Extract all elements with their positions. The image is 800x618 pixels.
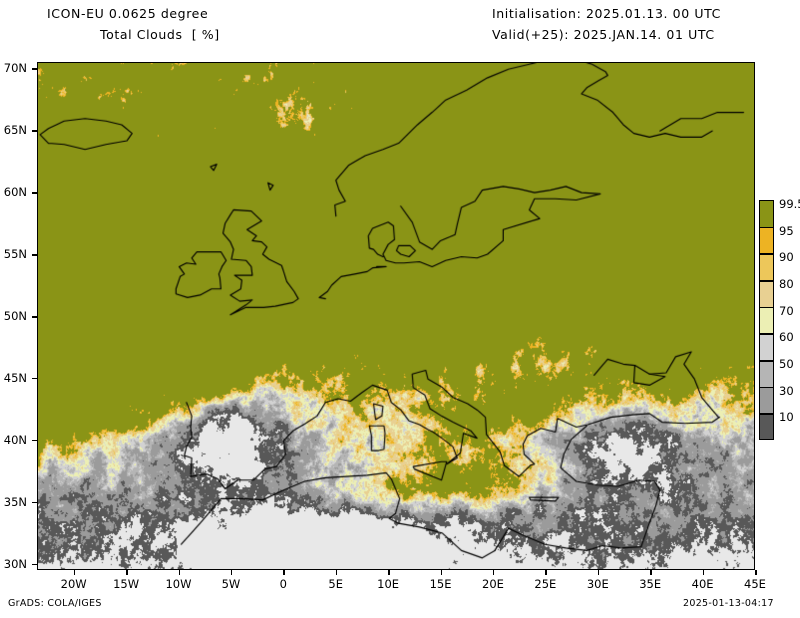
colorbar-label: 80 (779, 277, 794, 291)
x-tick-mark (702, 570, 705, 575)
x-tick-mark (178, 570, 180, 575)
colorbar-tick (759, 306, 774, 309)
initialisation-time: Initialisation: 2025.01.13. 00 UTC (492, 6, 721, 21)
colorbar-label: 90 (779, 250, 794, 265)
y-tick-label: 55N (3, 247, 27, 262)
x-tick-label: 0 (279, 577, 287, 591)
x-tick-label: 5E (328, 577, 344, 591)
y-tick-label: 60N (3, 185, 27, 200)
y-tick-mark (32, 316, 37, 318)
colorbar-label: 50 (779, 357, 794, 371)
x-tick-label: 20W (60, 577, 87, 591)
y-tick-label: 40N (3, 432, 27, 447)
x-tick-mark (230, 570, 233, 575)
colorbar (759, 200, 774, 440)
x-tick-label: 10E (377, 577, 400, 591)
x-tick-mark (335, 570, 338, 575)
model-title: ICON-EU 0.0625 degree (47, 6, 209, 21)
colorbar-label: 60 (779, 330, 794, 345)
colorbar-label: 30 (779, 383, 794, 398)
x-tick-mark (283, 570, 285, 575)
map-plot-area (37, 62, 755, 570)
x-tick-label: 15W (113, 577, 140, 591)
colorbar-label: 70 (779, 303, 794, 318)
colorbar-tick (759, 280, 774, 282)
y-tick-label: 30N (3, 556, 27, 571)
y-tick-mark (32, 68, 37, 70)
colorbar-tick (759, 253, 774, 255)
x-tick-mark (597, 570, 600, 575)
y-tick-mark (32, 377, 37, 380)
field-title: Total Clouds [ %] (100, 27, 220, 42)
x-tick-label: 25E (534, 577, 557, 591)
x-tick-label: 20E (482, 577, 504, 591)
x-tick-label: 15E (429, 577, 452, 591)
colorbar-tick (759, 226, 774, 229)
colorbar-tick (759, 386, 774, 389)
cloud-cover-map (38, 63, 754, 569)
colorbar-label: 99.5 (779, 197, 800, 211)
colorbar-tick (759, 333, 774, 335)
y-tick-mark (32, 439, 37, 442)
y-tick-mark (32, 192, 37, 194)
colorbar-label: 10 (779, 410, 794, 425)
x-tick-mark (545, 570, 547, 575)
y-tick-mark (32, 130, 37, 132)
x-tick-label: 45E (744, 577, 766, 591)
colorbar-tick (759, 360, 774, 362)
footer-credit: GrADS: COLA/IGES (8, 598, 102, 609)
y-tick-label: 50N (3, 309, 27, 323)
colorbar-tick (759, 413, 774, 415)
x-tick-label: 5W (221, 577, 241, 591)
x-tick-mark (73, 570, 76, 575)
colorbar-band (759, 253, 774, 280)
y-tick-mark (32, 501, 37, 504)
x-tick-mark (440, 570, 443, 575)
colorbar-band (759, 200, 774, 227)
y-tick-label: 45N (3, 370, 27, 385)
y-tick-mark (32, 563, 37, 566)
y-tick-label: 65N (3, 123, 27, 138)
x-tick-label: 35E (639, 577, 662, 591)
x-tick-mark (492, 570, 495, 575)
valid-time: Valid(+25): 2025.JAN.14. 01 UTC (492, 27, 715, 42)
y-tick-mark (32, 254, 37, 256)
x-tick-label: 10W (165, 577, 192, 591)
colorbar-band (759, 333, 774, 360)
colorbar-band (759, 413, 774, 440)
x-tick-mark (650, 570, 652, 575)
colorbar-band (759, 226, 774, 254)
x-tick-label: 30E (586, 577, 609, 591)
footer-timestamp: 2025-01-13-04:17 (683, 598, 774, 609)
colorbar-band (759, 359, 774, 387)
x-tick-mark (388, 570, 390, 575)
y-tick-label: 35N (3, 494, 27, 509)
colorbar-band (759, 306, 774, 334)
x-tick-mark (755, 570, 757, 575)
colorbar-band (759, 386, 774, 414)
x-tick-label: 40E (691, 577, 714, 591)
colorbar-band (759, 279, 774, 307)
colorbar-label: 95 (779, 223, 794, 238)
y-tick-label: 70N (3, 61, 27, 76)
x-tick-mark (126, 570, 128, 575)
